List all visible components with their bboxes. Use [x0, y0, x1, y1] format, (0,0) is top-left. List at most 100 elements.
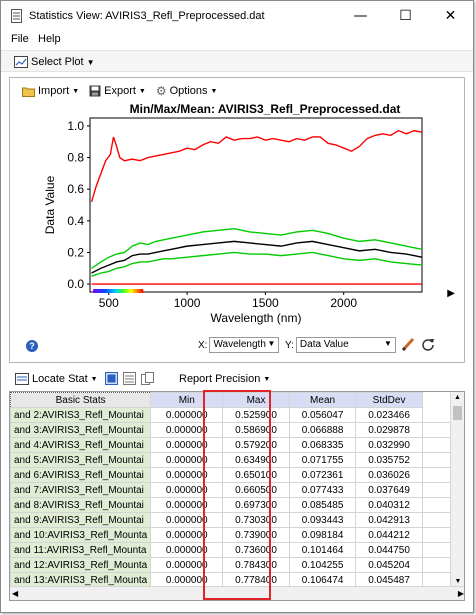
- cell-min[interactable]: 0.000000: [150, 437, 224, 453]
- maximize-button[interactable]: ☐: [399, 8, 412, 24]
- copy-icon[interactable]: [141, 372, 154, 385]
- cell-max[interactable]: 0.525900: [222, 407, 290, 423]
- cell-min[interactable]: 0.000000: [150, 482, 224, 498]
- grid-view-icon[interactable]: [105, 372, 118, 385]
- cell-stddev[interactable]: 0.032990: [355, 437, 423, 453]
- report-precision-button[interactable]: Report Precision ▼: [179, 371, 270, 387]
- cell-mean[interactable]: 0.077433: [288, 482, 357, 498]
- col-min[interactable]: Min: [150, 392, 224, 408]
- row-band-name[interactable]: and 5:AVIRIS3_Refl_Mountai: [10, 452, 152, 468]
- cell-max[interactable]: 0.650100: [222, 467, 290, 483]
- cell-min[interactable]: 0.000000: [150, 542, 224, 558]
- cell-stddev[interactable]: 0.040312: [355, 497, 423, 513]
- list-view-icon[interactable]: [123, 372, 136, 385]
- pencil-icon[interactable]: [401, 336, 415, 352]
- cell-mean[interactable]: 0.072361: [288, 467, 357, 483]
- cell-max[interactable]: 0.586900: [222, 422, 290, 438]
- cell-min[interactable]: 0.000000: [150, 527, 224, 543]
- cell-mean[interactable]: 0.085485: [288, 497, 357, 513]
- row-band-name[interactable]: and 7:AVIRIS3_Refl_Mountai: [10, 482, 152, 498]
- cell-min[interactable]: 0.000000: [150, 557, 224, 573]
- col-stddev[interactable]: StdDev: [355, 392, 423, 408]
- cell-stddev[interactable]: 0.044750: [355, 542, 423, 558]
- series-line-mean: [91, 240, 423, 274]
- cell-min[interactable]: 0.000000: [150, 467, 224, 483]
- scroll-left-icon[interactable]: ◀: [12, 589, 19, 598]
- table-row[interactable]: and 2:AVIRIS3_Refl_Mountai 0.000000 0.5259…: [10, 407, 464, 423]
- table-row[interactable]: and 3:AVIRIS3_Refl_Mountai 0.000000 0.5869…: [10, 422, 464, 438]
- cell-min[interactable]: 0.000000: [150, 512, 224, 528]
- cell-min[interactable]: 0.000000: [150, 422, 224, 438]
- row-band-name[interactable]: and 2:AVIRIS3_Refl_Mountai: [10, 407, 152, 423]
- cell-max[interactable]: 0.784300: [222, 557, 290, 573]
- col-basic-stats[interactable]: Basic Stats: [10, 392, 152, 408]
- minimize-button[interactable]: —: [353, 8, 368, 24]
- scroll-up-icon[interactable]: ▲: [454, 394, 461, 401]
- close-button[interactable]: ✕: [444, 8, 457, 24]
- options-button[interactable]: ⚙ Options ▼: [156, 83, 218, 99]
- refresh-icon[interactable]: [421, 337, 435, 351]
- locate-stat-button[interactable]: Locate Stat ▼: [15, 371, 98, 387]
- cell-min[interactable]: 0.000000: [150, 497, 224, 513]
- row-band-name[interactable]: and 8:AVIRIS3_Refl_Mountai: [10, 497, 152, 513]
- cell-min[interactable]: 0.000000: [150, 407, 224, 423]
- menu-help[interactable]: Help: [38, 33, 61, 45]
- col-mean[interactable]: Mean: [288, 392, 357, 408]
- scroll-thumb[interactable]: [453, 406, 462, 420]
- menu-file[interactable]: File: [11, 33, 29, 45]
- cell-max[interactable]: 0.579200: [222, 437, 290, 453]
- cell-stddev[interactable]: 0.045204: [355, 557, 423, 573]
- cell-max[interactable]: 0.736000: [222, 542, 290, 558]
- table-row[interactable]: and 10:AVIRIS3_Refl_Mounta 0.000000 0.7390…: [10, 527, 464, 543]
- cell-max[interactable]: 0.730300: [222, 512, 290, 528]
- y-axis-select[interactable]: Data Value ▼: [295, 337, 396, 353]
- cell-mean[interactable]: 0.098184: [288, 527, 357, 543]
- cell-stddev[interactable]: 0.044212: [355, 527, 423, 543]
- row-band-name[interactable]: and 11:AVIRIS3_Refl_Mounta: [10, 542, 152, 558]
- cell-mean[interactable]: 0.101464: [288, 542, 357, 558]
- cell-stddev[interactable]: 0.029878: [355, 422, 423, 438]
- row-band-name[interactable]: and 3:AVIRIS3_Refl_Mountai: [10, 422, 152, 438]
- cell-stddev[interactable]: 0.036026: [355, 467, 423, 483]
- cell-mean[interactable]: 0.104255: [288, 557, 357, 573]
- cell-stddev[interactable]: 0.023466: [355, 407, 423, 423]
- x-axis-select[interactable]: Wavelength ▼: [209, 337, 280, 353]
- table-row[interactable]: and 11:AVIRIS3_Refl_Mounta 0.000000 0.7360…: [10, 542, 464, 558]
- help-icon[interactable]: ?: [26, 340, 38, 352]
- row-band-name[interactable]: and 9:AVIRIS3_Refl_Mountai: [10, 512, 152, 528]
- table-row[interactable]: and 4:AVIRIS3_Refl_Mountai 0.000000 0.5792…: [10, 437, 464, 453]
- table-row[interactable]: and 12:AVIRIS3_Refl_Mounta 0.000000 0.7843…: [10, 557, 464, 573]
- cell-mean[interactable]: 0.066888: [288, 422, 357, 438]
- cell-stddev[interactable]: 0.042913: [355, 512, 423, 528]
- cell-stddev[interactable]: 0.035752: [355, 452, 423, 468]
- panel-resize-arrow-icon[interactable]: ▶: [447, 288, 455, 299]
- row-band-name[interactable]: and 4:AVIRIS3_Refl_Mountai: [10, 437, 152, 453]
- cell-max[interactable]: 0.660500: [222, 482, 290, 498]
- table-row[interactable]: and 5:AVIRIS3_Refl_Mountai 0.000000 0.6349…: [10, 452, 464, 468]
- horizontal-scrollbar[interactable]: ◀ ▶: [10, 586, 464, 600]
- table-row[interactable]: and 9:AVIRIS3_Refl_Mountai 0.000000 0.7303…: [10, 512, 464, 528]
- cell-mean[interactable]: 0.071755: [288, 452, 357, 468]
- row-band-name[interactable]: and 10:AVIRIS3_Refl_Mounta: [10, 527, 152, 543]
- cell-max[interactable]: 0.739000: [222, 527, 290, 543]
- col-max[interactable]: Max: [222, 392, 290, 408]
- table-row[interactable]: and 7:AVIRIS3_Refl_Mountai 0.000000 0.6605…: [10, 482, 464, 498]
- cell-stddev[interactable]: 0.037649: [355, 482, 423, 498]
- row-band-name[interactable]: and 12:AVIRIS3_Refl_Mounta: [10, 557, 152, 573]
- cell-max[interactable]: 0.634900: [222, 452, 290, 468]
- vertical-scrollbar[interactable]: ▲ ▼: [450, 392, 464, 588]
- cell-min[interactable]: 0.000000: [150, 452, 224, 468]
- table-row[interactable]: and 8:AVIRIS3_Refl_Mountai 0.000000 0.6973…: [10, 497, 464, 513]
- row-band-name[interactable]: and 6:AVIRIS3_Refl_Mountai: [10, 467, 152, 483]
- table-row[interactable]: and 6:AVIRIS3_Refl_Mountai 0.000000 0.6501…: [10, 467, 464, 483]
- scroll-down-icon[interactable]: ▼: [454, 578, 462, 585]
- select-plot-button[interactable]: Select Plot ▼: [14, 54, 95, 70]
- scroll-right-icon[interactable]: ▶: [457, 589, 464, 598]
- cell-max[interactable]: 0.697300: [222, 497, 290, 513]
- cell-mean[interactable]: 0.068335: [288, 437, 357, 453]
- cell-mean[interactable]: 0.056047: [288, 407, 357, 423]
- export-button[interactable]: Export ▼: [89, 83, 146, 99]
- import-button[interactable]: Import ▼: [22, 83, 79, 99]
- cell-mean[interactable]: 0.093443: [288, 512, 357, 528]
